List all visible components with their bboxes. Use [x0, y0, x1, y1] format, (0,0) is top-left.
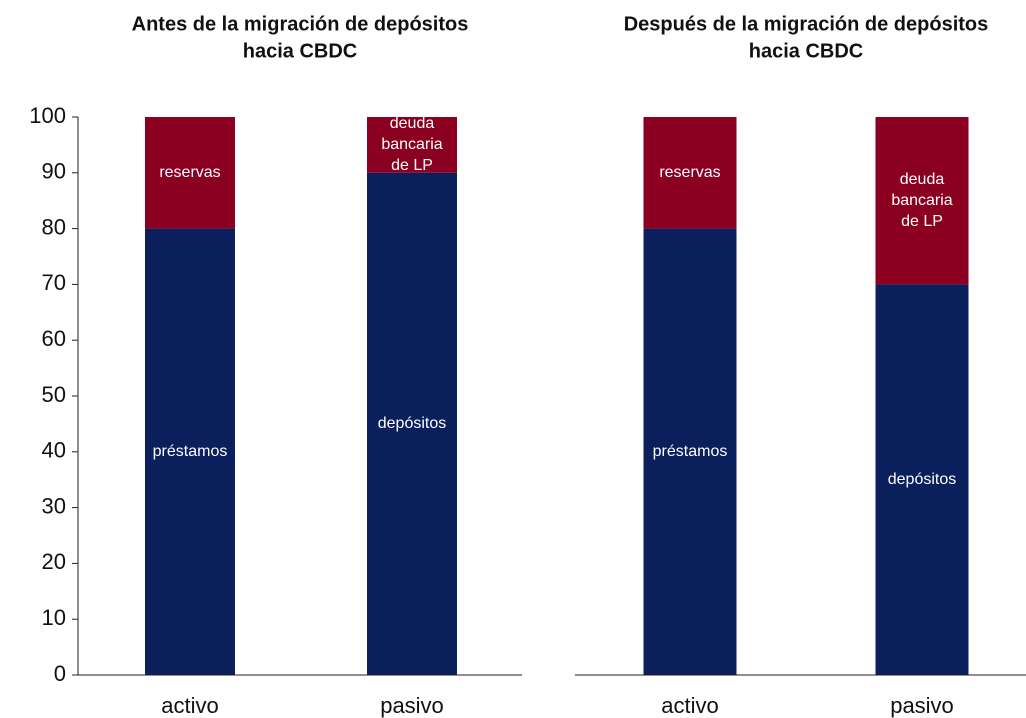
bar-segment [145, 228, 235, 675]
segment-label: reservas [159, 164, 220, 181]
bar-segment [875, 284, 969, 675]
y-tick-label: 60 [42, 326, 66, 351]
x-tick-label: pasivo [890, 693, 954, 718]
segment-label: depósitos [378, 415, 447, 432]
bar-segment [367, 117, 457, 173]
bar-segment [875, 117, 969, 285]
y-tick-label: 100 [29, 103, 66, 128]
chart-title: hacia CBDC [749, 40, 863, 62]
y-tick-label: 0 [54, 661, 66, 686]
segment-label: depósitos [888, 471, 957, 488]
y-tick-label: 40 [42, 438, 66, 463]
segment-label: préstamos [653, 443, 728, 460]
bar-segment [643, 117, 737, 229]
x-tick-label: activo [161, 693, 218, 718]
segment-label: préstamos [153, 443, 228, 460]
y-tick-label: 90 [42, 159, 66, 184]
x-tick-label: activo [661, 693, 718, 718]
x-tick-label: pasivo [380, 693, 444, 718]
bar-segment [643, 228, 737, 675]
segment-label: deuda [900, 171, 945, 188]
y-tick-label: 70 [42, 270, 66, 295]
segment-label: de LP [901, 213, 943, 230]
segment-label: deuda [390, 115, 435, 132]
y-tick-label: 50 [42, 382, 66, 407]
segment-label: bancaria [381, 136, 442, 153]
chart-title: Antes de la migración de depósitos [132, 13, 469, 35]
y-tick-label: 30 [42, 493, 66, 518]
bar-segment [145, 117, 235, 229]
chart-title: Después de la migración de depósitos [624, 13, 989, 35]
y-tick-label: 10 [42, 605, 66, 630]
segment-label: reservas [659, 164, 720, 181]
y-tick-label: 80 [42, 214, 66, 239]
segment-label: bancaria [891, 192, 952, 209]
segment-label: de LP [391, 157, 433, 174]
y-tick-label: 20 [42, 549, 66, 574]
bar-segment [367, 172, 457, 676]
chart-title: hacia CBDC [243, 40, 357, 62]
